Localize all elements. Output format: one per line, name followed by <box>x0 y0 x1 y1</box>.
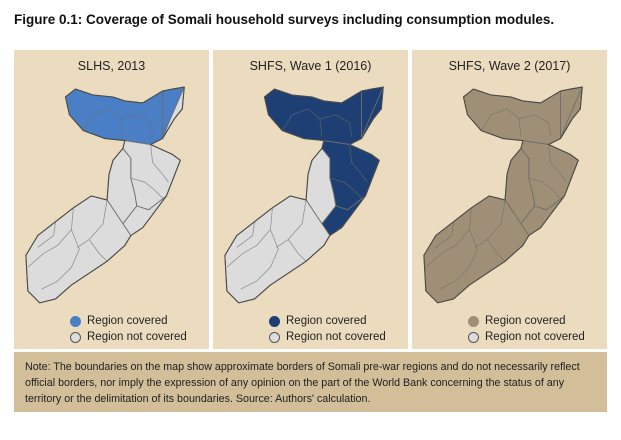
legend-covered-label: Region covered <box>485 315 566 327</box>
map-panels: SLHS, 2013 Region covered Region not cov… <box>14 50 607 349</box>
district-boundary <box>82 108 153 137</box>
district-boundary <box>528 177 561 199</box>
map-legend: Region covered Region not covered <box>269 313 386 345</box>
district-boundary <box>425 207 478 290</box>
not-covered-swatch-icon <box>269 331 280 343</box>
district-boundary <box>236 221 255 248</box>
district-boundary <box>276 199 307 262</box>
district-boundary <box>77 199 108 262</box>
district-boundary <box>329 177 362 199</box>
map-legend: Region covered Region not covered <box>468 313 585 345</box>
panel-title: SLHS, 2013 <box>77 59 146 73</box>
country-outline <box>224 86 384 304</box>
legend-covered: Region covered <box>468 313 585 329</box>
district-boundary <box>475 199 506 262</box>
legend-covered-label: Region covered <box>87 315 168 327</box>
panel-shfs-wave-2-2017: SHFS, Wave 2 (2017) Region covered Regio… <box>412 50 607 349</box>
panel-slhs-2013: SLHS, 2013 Region covered Region not cov… <box>14 50 209 349</box>
somalia-map <box>224 86 384 304</box>
legend-not-covered-label: Region not covered <box>286 331 386 343</box>
covered-swatch-icon <box>269 315 280 327</box>
district-boundary <box>150 144 169 183</box>
legend-covered: Region covered <box>70 313 187 329</box>
legend-not-covered-label: Region not covered <box>485 331 585 343</box>
district-boundary <box>281 108 352 137</box>
district-boundary <box>37 221 56 248</box>
region-south <box>423 195 530 304</box>
district-boundary <box>27 207 80 290</box>
somalia-map <box>25 86 185 304</box>
panel-shfs-wave-1-2016: SHFS, Wave 1 (2016) Region covered Regio… <box>213 50 408 349</box>
country-outline <box>423 86 583 304</box>
panel-title: SHFS, Wave 2 (2017) <box>448 59 571 73</box>
legend-not-covered: Region not covered <box>269 329 386 345</box>
figure-title: Figure 0.1: Coverage of Somali household… <box>14 12 555 27</box>
district-boundary <box>480 108 551 137</box>
district-boundary <box>435 221 454 248</box>
legend-covered-label: Region covered <box>286 315 367 327</box>
district-boundary <box>548 144 567 183</box>
covered-swatch-icon <box>468 315 479 327</box>
not-covered-swatch-icon <box>70 331 81 343</box>
legend-not-covered: Region not covered <box>468 329 585 345</box>
legend-not-covered: Region not covered <box>70 329 187 345</box>
region-south <box>224 195 331 304</box>
region-south <box>25 195 132 304</box>
legend-covered: Region covered <box>269 313 386 329</box>
district-boundary <box>226 207 279 290</box>
district-boundary <box>130 177 163 199</box>
map-note: Note: The boundaries on the map show app… <box>14 352 607 412</box>
district-boundary <box>349 144 368 183</box>
panel-title: SHFS, Wave 1 (2016) <box>249 59 372 73</box>
covered-swatch-icon <box>70 315 81 327</box>
somalia-map <box>423 86 583 304</box>
not-covered-swatch-icon <box>468 331 479 343</box>
map-legend: Region covered Region not covered <box>70 313 187 345</box>
legend-not-covered-label: Region not covered <box>87 331 187 343</box>
country-outline <box>25 86 185 304</box>
